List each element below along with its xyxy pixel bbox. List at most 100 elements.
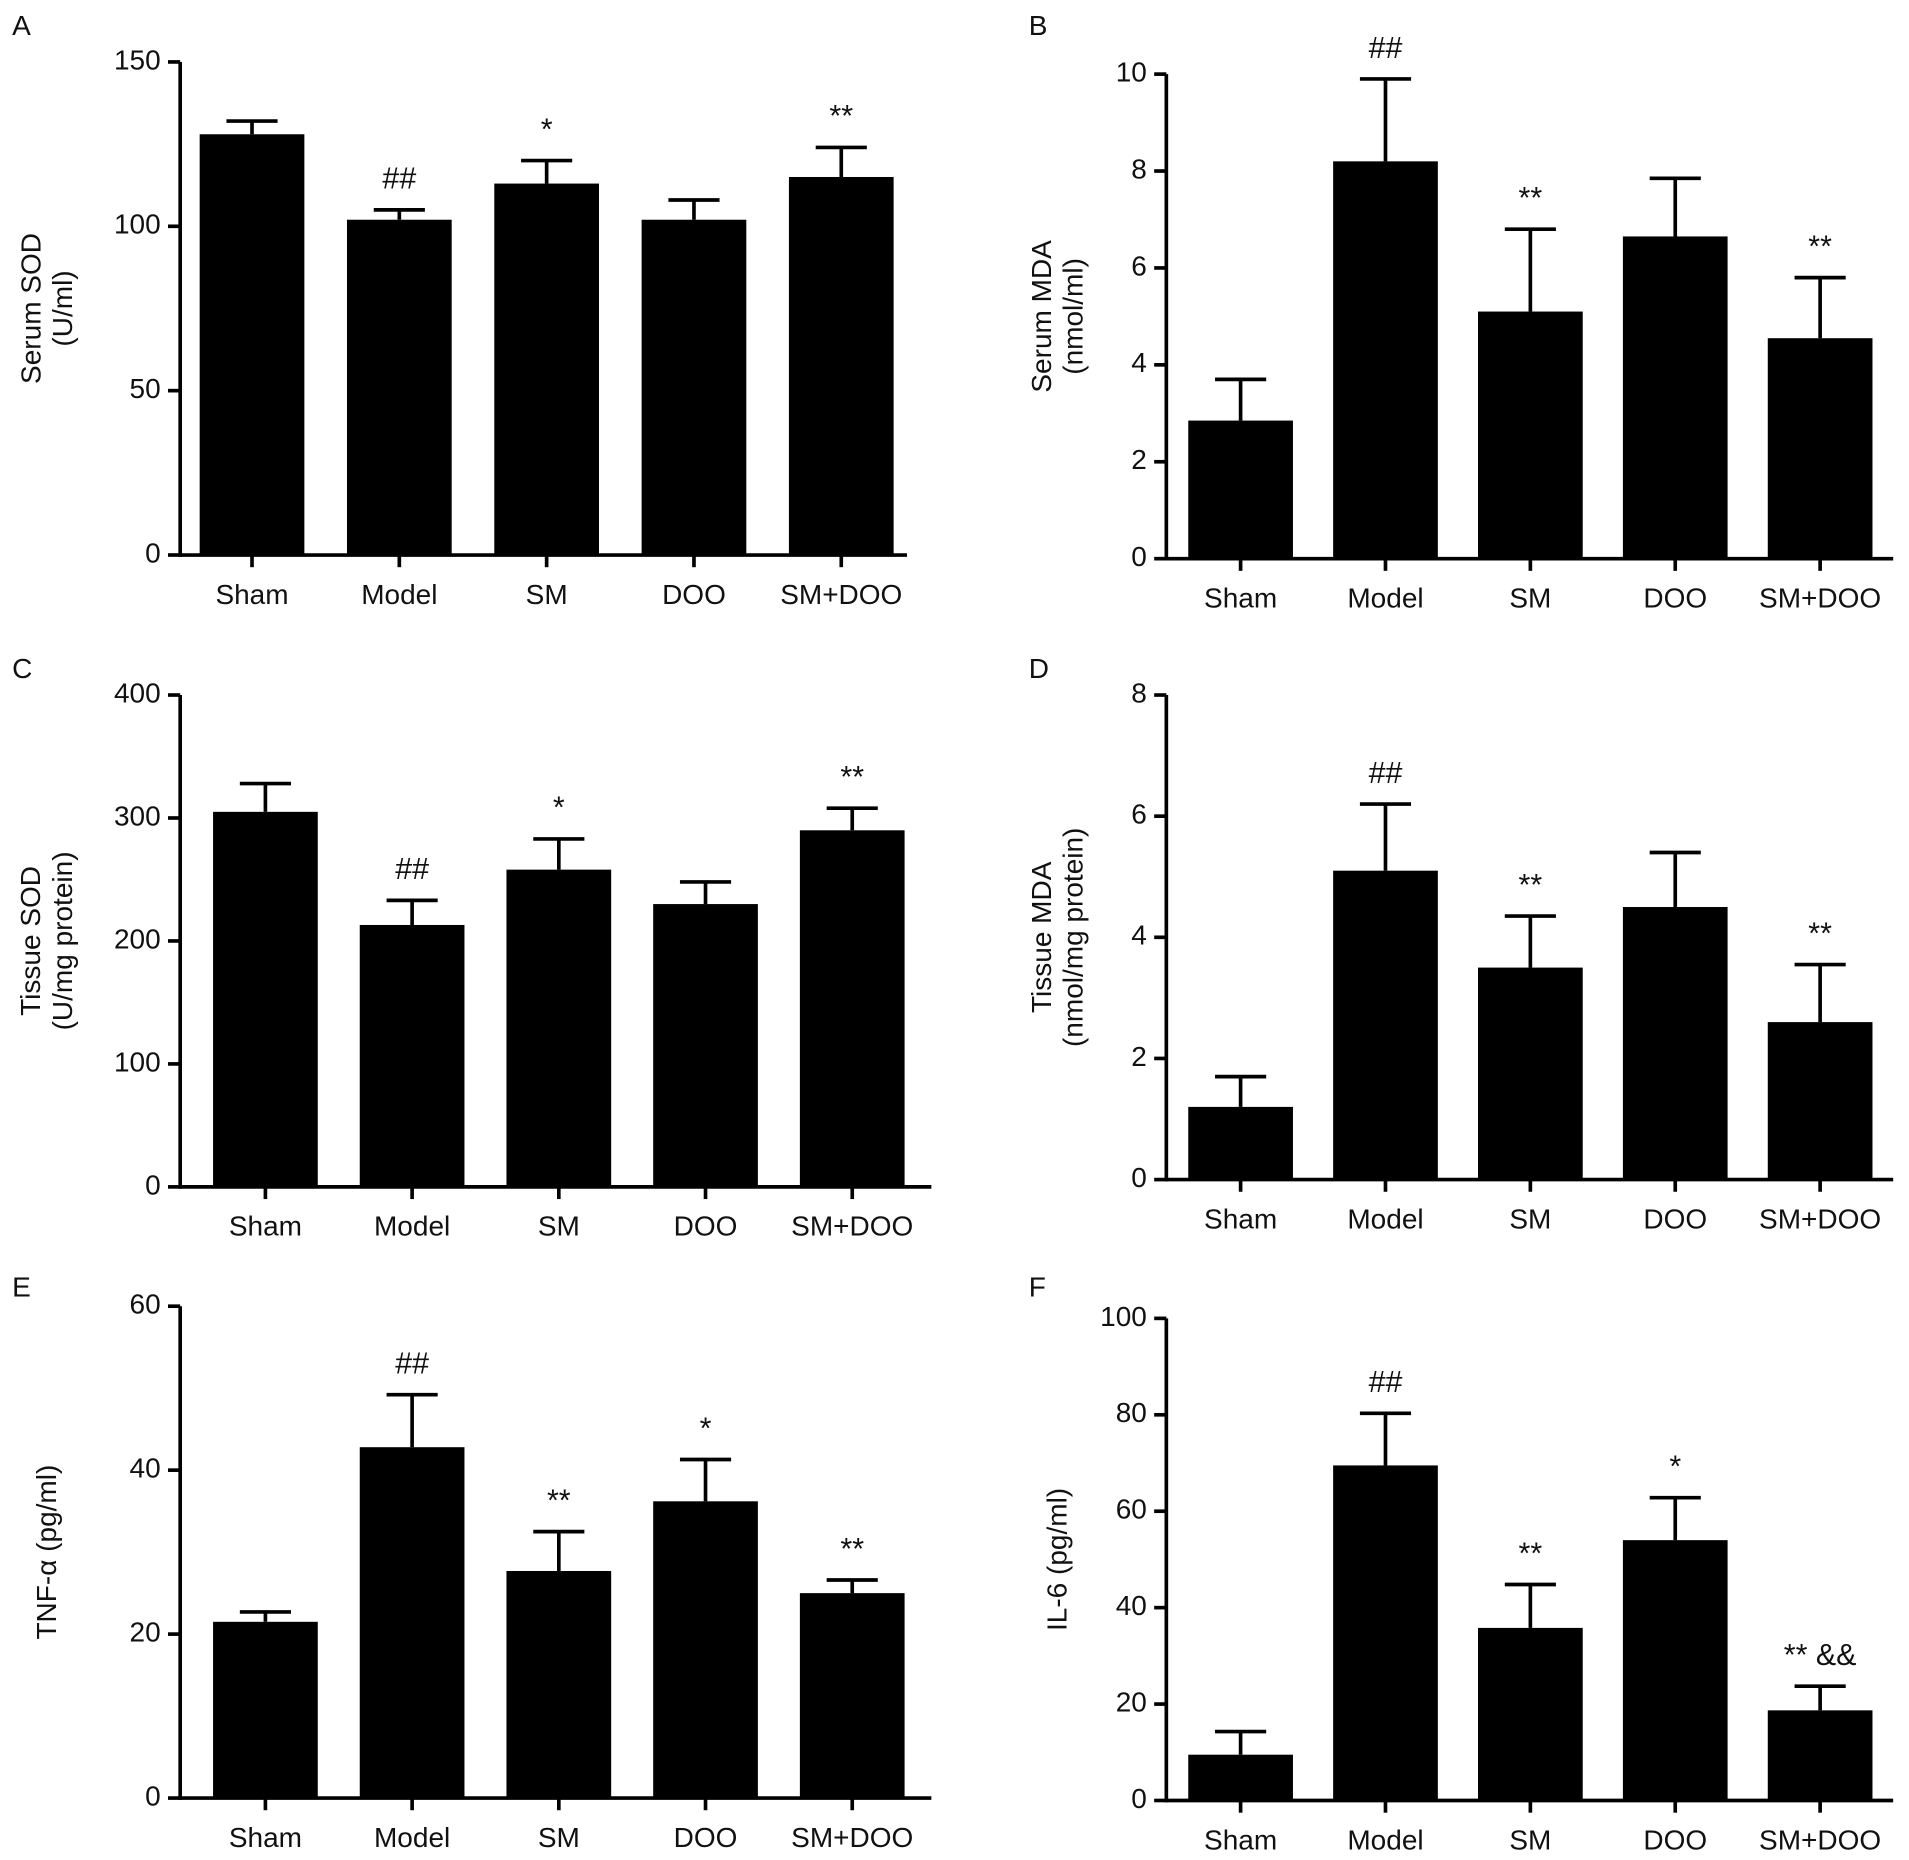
bar xyxy=(653,904,758,1187)
y-tick-label: 8 xyxy=(1131,153,1147,184)
x-tick-label: Sham xyxy=(1204,582,1277,613)
bar xyxy=(1622,236,1728,559)
significance-label: ** && xyxy=(1784,1638,1857,1672)
x-tick-label: SM xyxy=(538,1822,580,1853)
bar xyxy=(506,1570,612,1799)
x-tick-label: SM+DOO xyxy=(780,579,902,610)
x-tick-label: Sham xyxy=(229,1822,302,1853)
bar xyxy=(799,1593,905,1799)
x-tick-label: Model xyxy=(1347,1824,1423,1855)
bar xyxy=(1622,1540,1728,1801)
x-tick-label: DOO xyxy=(674,1211,738,1242)
y-tick-label: 8 xyxy=(1131,677,1147,708)
y-tick-label: 60 xyxy=(130,1289,161,1320)
x-tick-label: SM xyxy=(526,579,568,610)
x-tick-label: DOO xyxy=(674,1822,738,1853)
y-tick-label: 0 xyxy=(145,537,161,568)
bar xyxy=(506,869,612,1187)
y-tick-label: 100 xyxy=(114,209,161,240)
y-tick-label: 300 xyxy=(114,800,161,831)
bar xyxy=(1767,1710,1873,1801)
bar xyxy=(1188,420,1293,559)
y-axis-label: Tissue SOD xyxy=(15,866,46,1016)
bar xyxy=(641,219,747,556)
bar xyxy=(1478,967,1583,1180)
y-tick-label: 0 xyxy=(145,1169,161,1200)
x-tick-label: Model xyxy=(374,1822,450,1853)
x-tick-label: Sham xyxy=(215,579,288,610)
panel-label: D xyxy=(1029,653,1049,684)
bar xyxy=(788,176,894,556)
panel-label: B xyxy=(1029,10,1048,41)
significance-label: ** xyxy=(1808,916,1832,950)
bar xyxy=(1767,338,1873,559)
x-tick-label: DOO xyxy=(1643,582,1707,613)
significance-label: ** xyxy=(840,760,864,794)
significance-label: ** xyxy=(1519,868,1543,902)
x-tick-label: Model xyxy=(1347,1203,1423,1234)
y-tick-label: 4 xyxy=(1131,347,1147,378)
y-axis-label: Tissue MDA xyxy=(1026,861,1057,1013)
y-tick-label: 80 xyxy=(1116,1397,1147,1428)
y-axis-label: (U/mg protein) xyxy=(47,851,78,1030)
bar xyxy=(1333,870,1438,1180)
bar xyxy=(1622,907,1728,1180)
bar xyxy=(1333,161,1438,559)
y-tick-label: 20 xyxy=(1116,1686,1147,1717)
y-tick-label: 6 xyxy=(1131,799,1147,830)
y-axis-label: IL-6 (pg/ml) xyxy=(1042,1488,1073,1631)
bar xyxy=(1188,1106,1293,1180)
panel-label: F xyxy=(1029,1272,1046,1303)
x-tick-label: Model xyxy=(374,1211,450,1242)
bar xyxy=(199,134,305,556)
y-tick-label: 400 xyxy=(114,677,161,708)
y-axis-label: Serum SOD xyxy=(15,233,46,384)
panel-label: A xyxy=(12,10,31,41)
x-tick-label: Sham xyxy=(229,1211,302,1242)
significance-label: ** xyxy=(829,99,853,133)
bar xyxy=(494,183,599,556)
y-tick-label: 200 xyxy=(114,923,161,954)
y-tick-label: 40 xyxy=(1116,1590,1147,1621)
y-tick-label: 10 xyxy=(1116,57,1147,88)
bar xyxy=(653,1501,758,1799)
y-tick-label: 0 xyxy=(1131,1162,1147,1193)
y-tick-label: 2 xyxy=(1131,1041,1147,1072)
x-tick-label: SM xyxy=(538,1211,580,1242)
bar xyxy=(346,219,452,556)
y-tick-label: 0 xyxy=(145,1780,161,1811)
x-tick-label: Model xyxy=(361,579,437,610)
significance-label: * xyxy=(1669,1450,1681,1484)
significance-label: ** xyxy=(547,1483,571,1517)
significance-label: ** xyxy=(1519,181,1543,215)
x-tick-label: SM xyxy=(1509,1203,1551,1234)
significance-label: ## xyxy=(395,1347,429,1381)
bar xyxy=(1478,1627,1583,1801)
y-tick-label: 0 xyxy=(1131,541,1147,572)
y-axis-label: (nmol/mg protein) xyxy=(1057,828,1088,1047)
significance-label: * xyxy=(541,112,553,146)
y-tick-label: 60 xyxy=(1116,1494,1147,1525)
significance-label: ** xyxy=(1808,229,1832,263)
y-tick-label: 50 xyxy=(130,373,161,404)
bar xyxy=(1478,311,1583,559)
x-tick-label: SM+DOO xyxy=(791,1822,913,1853)
significance-label: ** xyxy=(840,1532,864,1566)
significance-label: ## xyxy=(1369,756,1403,790)
x-tick-label: SM+DOO xyxy=(1759,1203,1881,1234)
significance-label: * xyxy=(553,791,565,825)
significance-label: ## xyxy=(1369,1365,1403,1399)
x-tick-label: DOO xyxy=(1643,1203,1707,1234)
y-tick-label: 20 xyxy=(130,1616,161,1647)
x-tick-label: SM xyxy=(1509,582,1551,613)
bar xyxy=(799,830,905,1187)
bar xyxy=(213,811,318,1187)
y-axis-label: TNF-α (pg/ml) xyxy=(31,1465,62,1640)
x-tick-label: Model xyxy=(1347,582,1423,613)
y-tick-label: 2 xyxy=(1131,444,1147,475)
y-tick-label: 100 xyxy=(114,1046,161,1077)
y-tick-label: 150 xyxy=(114,44,161,75)
y-axis-label: Serum MDA xyxy=(1026,240,1057,393)
x-tick-label: DOO xyxy=(662,579,726,610)
